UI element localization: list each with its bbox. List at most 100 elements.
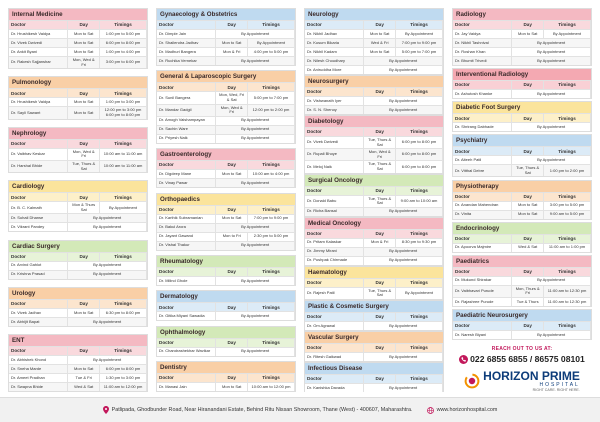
department: Vascular Surgery Doctor Day Timings Dr. Rite… (304, 330, 444, 362)
doctor: Dr. Suhail Dhanse (9, 213, 69, 223)
column-header: Day (216, 20, 249, 29)
schedule-table: Doctor Day Timings Dr. Donald Babu Tue, Thur… (305, 185, 443, 216)
department: Cardiology Doctor Day Timings Dr. B. C. Kalm… (8, 180, 148, 233)
department: Diabetology Doctor Day Timings Dr. Vivek Dwi… (304, 115, 444, 174)
column-header: Timings (100, 88, 147, 98)
column-header: Doctor (305, 342, 365, 352)
department-title: Psychiatry (453, 135, 591, 147)
doctor: Dr. Mukund Shirakar (453, 275, 513, 285)
doctor: Dr. Nikhil Kadam (305, 47, 365, 56)
column-header: Timings (544, 320, 591, 330)
note: By Appointment (512, 89, 591, 99)
column-header: Day (364, 20, 397, 29)
phone[interactable]: 022 6855 6855 / 86575 08101 (470, 354, 585, 364)
note: By Appointment (216, 133, 295, 143)
schedule-table: Doctor Day Timings Dr. Pritam Kalaskar Mon &… (305, 228, 443, 265)
timings: 4:00 pm to 5:00 pm (248, 47, 295, 56)
department-title: ENT (9, 334, 147, 346)
column-header: Day (364, 228, 397, 238)
note: By Appointment (512, 122, 591, 132)
column-header: Timings (248, 82, 295, 92)
note: By Appointment (364, 255, 443, 265)
note: By Appointment (68, 354, 147, 364)
department-title: Infectious Disease (305, 362, 443, 374)
doctor: Dr. Hrushikesh Vaidya (9, 97, 69, 107)
column-header: Day (216, 302, 249, 312)
column-header: Timings (100, 138, 147, 148)
note: By Appointment (216, 311, 295, 321)
schedule-table: Doctor Day Timings Dr. Om Agrawal By Appoint… (305, 311, 443, 330)
doctor: Dr. Mandar Gadgil (157, 103, 217, 116)
doctor: Dr. Dimple Jain (157, 29, 217, 38)
schedule-table: Doctor Day Timings Dr. Jay Vaidya Mon to Sat… (453, 20, 591, 65)
pin-icon (102, 406, 109, 414)
department-title: Radiology (453, 9, 591, 20)
department: Rheumatology Doctor Day Timings Dr. Milind G… (156, 254, 296, 286)
note: By Appointment (512, 275, 591, 285)
note: By Appointment (364, 56, 443, 65)
timings: 1:00 pm to 2:00 pm (544, 164, 591, 177)
timings: 1:00 pm to 3:00 pm (100, 97, 147, 107)
logo-text: HORIZON PRIME HOSPITAL RIGHT CARE. RIGHT H… (483, 370, 580, 392)
department-title: Cardiology (9, 181, 147, 193)
note: By Appointment (512, 155, 591, 165)
column-header: Doctor (453, 233, 513, 243)
column-header: Doctor (305, 20, 365, 29)
phone-icon (459, 354, 469, 364)
doctor: Dr. Kanishka Davada (305, 382, 365, 392)
schedule-table: Doctor Day Timings Dr. Hrushikesh Vaidya Mon… (9, 88, 147, 119)
department-title: Neurology (305, 9, 443, 20)
note: By Appointment (364, 206, 443, 216)
schedule-table: Doctor Day Timings Dr. Aiteeh Patil By Appoi… (453, 146, 591, 177)
day: Mon to Sat (216, 38, 249, 47)
department-title: Dermatology (157, 291, 295, 303)
schedule-table: Doctor Day Timings Dr. Chandrashekhar Wavik… (157, 337, 295, 356)
note: By Appointment (364, 105, 443, 114)
timings: 1:00 pm to 4:00 pm (100, 47, 147, 56)
column-header: Doctor (157, 204, 217, 214)
day: Wed & Fri (364, 38, 397, 47)
column-header: Doctor (157, 373, 217, 382)
timings: 6:00 pm to 8:00 pm (100, 38, 147, 47)
column-header: Doctor (9, 298, 69, 308)
column-header: Doctor (9, 192, 69, 202)
note: By Appointment (512, 56, 591, 65)
column: Gynaecology & Obstetrics Doctor Day Timings… (156, 8, 296, 392)
note: By Appointment (216, 178, 295, 188)
column-header: Doctor (157, 82, 217, 92)
department-title: Ophthalmology (157, 326, 295, 338)
schedule-table: Doctor Day Timings Dr. Digdeep Mane Mon to S… (157, 160, 295, 188)
phone-row: 022 6855 6855 / 86575 08101 (452, 354, 592, 364)
doctor: Dr. Gitika Miyani Sawadia (157, 311, 217, 321)
department-title: Diabetic Foot Surgery (453, 102, 591, 114)
globe-icon (426, 406, 434, 414)
schedule-table: Doctor Day Timings Dr. Gitika Miyani Sawadi… (157, 302, 295, 321)
department-title: Vascular Surgery (305, 331, 443, 343)
column-header: Day (68, 345, 101, 355)
column-header: Timings (100, 345, 147, 355)
schedule-table: Doctor Day Timings Dr. Hrushikesh Vaidya Mon… (9, 20, 147, 69)
department-title: Paediatrics (453, 255, 591, 267)
column-header: Day (512, 113, 545, 123)
column-header: Day (512, 80, 545, 90)
department: Gynaecology & Obstetrics Doctor Day Timings… (156, 8, 296, 66)
note: By Appointment (512, 329, 591, 339)
day: Mon to Sat (68, 307, 101, 317)
doctor: Dr. Pritam Kalaskar (305, 237, 365, 247)
website[interactable]: www.horizonhospital.com (436, 407, 498, 413)
column-header: Timings (544, 146, 591, 156)
doctor: Dr. Rupali Bhoye (305, 148, 365, 161)
note: By Appointment (364, 96, 443, 105)
day: Wed & Sat (512, 242, 545, 252)
column-header: Timings (100, 20, 147, 29)
department: Nephrology Doctor Day Timings Dr. Vaibhav Ke… (8, 126, 148, 174)
department: Dermatology Doctor Day Timings Dr. Gitika Mi… (156, 290, 296, 322)
department: Diabetic Foot Surgery Doctor Day Timings Dr.… (452, 101, 592, 133)
doctor: Dr. Jayant Gawand (157, 231, 217, 241)
column-header: Timings (544, 113, 591, 123)
timings: By Appointment (396, 286, 443, 299)
schedule-table: Doctor Day Timings Dr. Vaibhav Keskar Mon, W… (9, 138, 147, 173)
doctor: Dr. Vivek Jadhav (9, 307, 69, 317)
schedule-table: Doctor Day Timings Dr. Anandan Mahendran Mon… (453, 191, 591, 219)
